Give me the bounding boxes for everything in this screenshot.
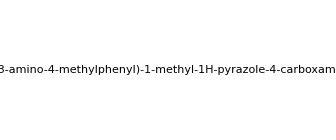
Text: N-(3-amino-4-methylphenyl)-1-methyl-1H-pyrazole-4-carboxamide: N-(3-amino-4-methylphenyl)-1-methyl-1H-p…: [0, 65, 336, 75]
